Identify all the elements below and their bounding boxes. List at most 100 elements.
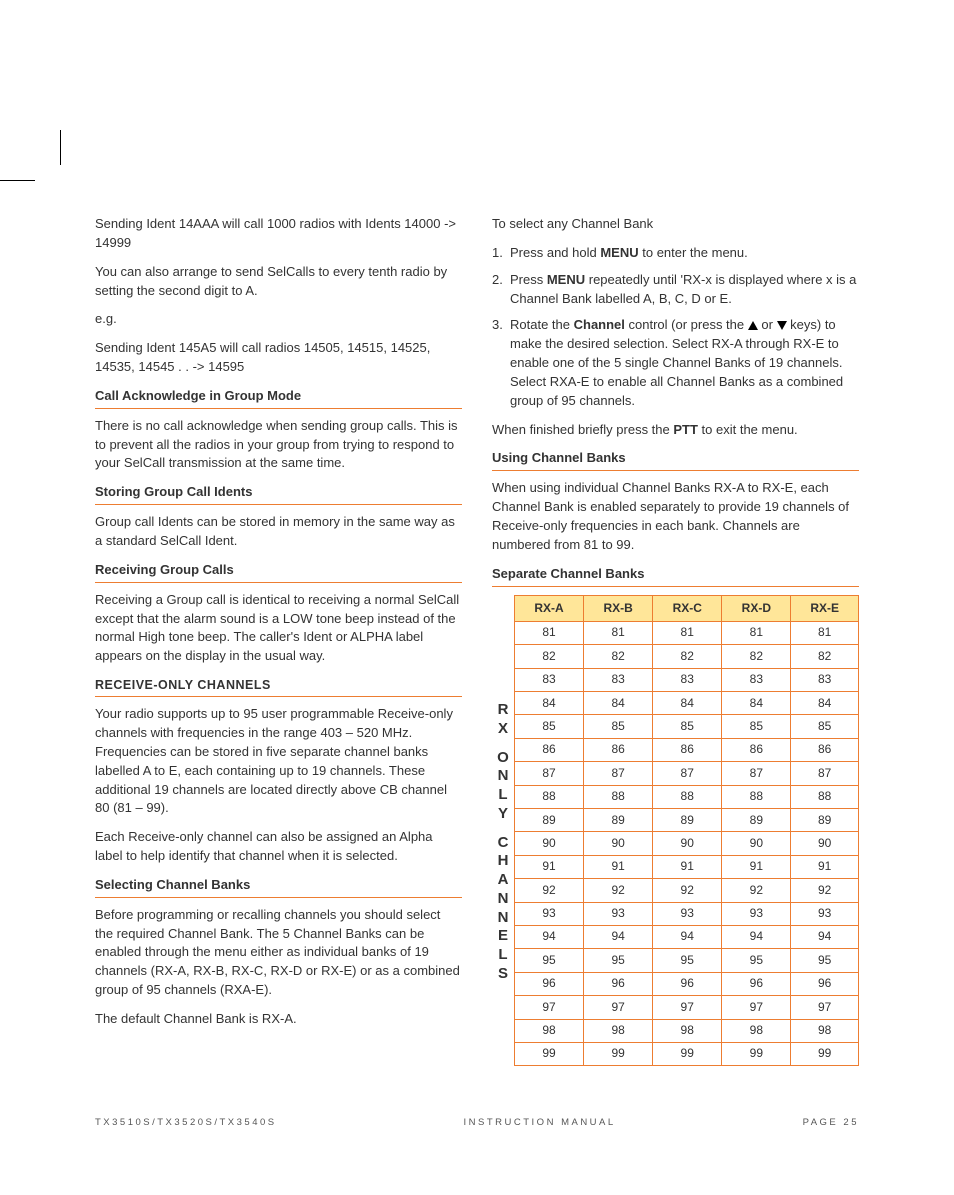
para: Group call Idents can be stored in memor…	[95, 513, 462, 551]
table-cell: 82	[653, 645, 722, 668]
table-cell: 92	[584, 879, 653, 902]
table-cell: 85	[653, 715, 722, 738]
table-cell: 88	[722, 785, 791, 808]
heading-separate-banks: Separate Channel Banks	[492, 565, 859, 587]
table-cell: 89	[584, 809, 653, 832]
down-arrow-icon	[777, 321, 787, 330]
table-cell: 93	[653, 902, 722, 925]
table-cell: 97	[584, 996, 653, 1019]
table-cell: 92	[791, 879, 859, 902]
table-cell: 93	[722, 902, 791, 925]
step-2: Press MENU repeatedly until 'RX-x is dis…	[492, 271, 859, 309]
left-column: Sending Ident 14AAA will call 1000 radio…	[95, 215, 462, 1066]
table-cell: 99	[791, 1042, 859, 1065]
table-cell: 86	[515, 738, 584, 761]
table-cell: 84	[584, 692, 653, 715]
table-cell: 90	[722, 832, 791, 855]
table-cell: 91	[653, 855, 722, 878]
table-cell: 99	[584, 1042, 653, 1065]
heading-call-ack: Call Acknowledge in Group Mode	[95, 387, 462, 409]
table-cell: 84	[791, 692, 859, 715]
table-row: 8282828282	[515, 645, 859, 668]
table-cell: 86	[584, 738, 653, 761]
table-cell: 89	[722, 809, 791, 832]
table-cell: 81	[791, 621, 859, 644]
table-cell: 98	[791, 1019, 859, 1042]
para: Each Receive-only channel can also be as…	[95, 828, 462, 866]
heading-receiving: Receiving Group Calls	[95, 561, 462, 583]
para: Before programming or recalling channels…	[95, 906, 462, 1000]
table-row: 9292929292	[515, 879, 859, 902]
table-cell: 92	[722, 879, 791, 902]
table-cell: 98	[584, 1019, 653, 1042]
table-cell: 99	[653, 1042, 722, 1065]
para: e.g.	[95, 310, 462, 329]
table-cell: 95	[653, 949, 722, 972]
table-cell: 88	[515, 785, 584, 808]
table-cell: 83	[722, 668, 791, 691]
table-cell: 96	[515, 972, 584, 995]
table-cell: 81	[515, 621, 584, 644]
step-3: Rotate the Channel control (or press the…	[492, 316, 859, 410]
table-cell: 87	[584, 762, 653, 785]
content-columns: Sending Ident 14AAA will call 1000 radio…	[95, 215, 859, 1066]
table-header-cell: RX-B	[584, 595, 653, 621]
table-cell: 83	[653, 668, 722, 691]
table-cell: 84	[515, 692, 584, 715]
table-cell: 97	[791, 996, 859, 1019]
table-cell: 88	[653, 785, 722, 808]
table-body: 8181818181828282828283838383838484848484…	[515, 621, 859, 1065]
table-row: 9797979797	[515, 996, 859, 1019]
table-cell: 87	[515, 762, 584, 785]
table-cell: 83	[791, 668, 859, 691]
table-row: 8181818181	[515, 621, 859, 644]
para: When finished briefly press the PTT to e…	[492, 421, 859, 440]
table-cell: 97	[722, 996, 791, 1019]
table-cell: 88	[791, 785, 859, 808]
table-row: 9191919191	[515, 855, 859, 878]
table-cell: 90	[791, 832, 859, 855]
table-row: 9595959595	[515, 949, 859, 972]
para: The default Channel Bank is RX-A.	[95, 1010, 462, 1029]
para: Sending Ident 145A5 will call radios 145…	[95, 339, 462, 377]
table-cell: 89	[653, 809, 722, 832]
table-cell: 93	[791, 902, 859, 925]
para: There is no call acknowledge when sendin…	[95, 417, 462, 474]
table-cell: 82	[791, 645, 859, 668]
table-cell: 94	[584, 925, 653, 948]
footer-center: INSTRUCTION MANUAL	[464, 1116, 616, 1130]
up-arrow-icon	[748, 321, 758, 330]
table-side-label: RX ONLY CHANNELS	[492, 595, 514, 1067]
table-header-cell: RX-E	[791, 595, 859, 621]
table-row: 8787878787	[515, 762, 859, 785]
table-cell: 87	[653, 762, 722, 785]
table-row: 8686868686	[515, 738, 859, 761]
para: Your radio supports up to 95 user progra…	[95, 705, 462, 818]
table-cell: 93	[584, 902, 653, 925]
table-cell: 96	[584, 972, 653, 995]
table-cell: 85	[722, 715, 791, 738]
table-cell: 98	[515, 1019, 584, 1042]
table-row: 9393939393	[515, 902, 859, 925]
table-cell: 94	[791, 925, 859, 948]
table-cell: 84	[653, 692, 722, 715]
para: You can also arrange to send SelCalls to…	[95, 263, 462, 301]
table-row: 8888888888	[515, 785, 859, 808]
table-cell: 82	[584, 645, 653, 668]
channel-banks-table-wrap: RX ONLY CHANNELS RX-ARX-BRX-CRX-DRX-E 81…	[492, 595, 859, 1067]
table-cell: 95	[791, 949, 859, 972]
para: To select any Channel Bank	[492, 215, 859, 234]
heading-using-banks: Using Channel Banks	[492, 449, 859, 471]
table-cell: 86	[791, 738, 859, 761]
table-cell: 95	[515, 949, 584, 972]
steps-list: Press and hold MENU to enter the menu. P…	[492, 244, 859, 411]
table-cell: 92	[515, 879, 584, 902]
table-cell: 93	[515, 902, 584, 925]
table-cell: 85	[515, 715, 584, 738]
table-row: 8383838383	[515, 668, 859, 691]
table-cell: 97	[515, 996, 584, 1019]
footer-left: TX3510S/TX3520S/TX3540S	[95, 1116, 277, 1130]
table-cell: 96	[722, 972, 791, 995]
table-row: 8585858585	[515, 715, 859, 738]
table-cell: 92	[653, 879, 722, 902]
